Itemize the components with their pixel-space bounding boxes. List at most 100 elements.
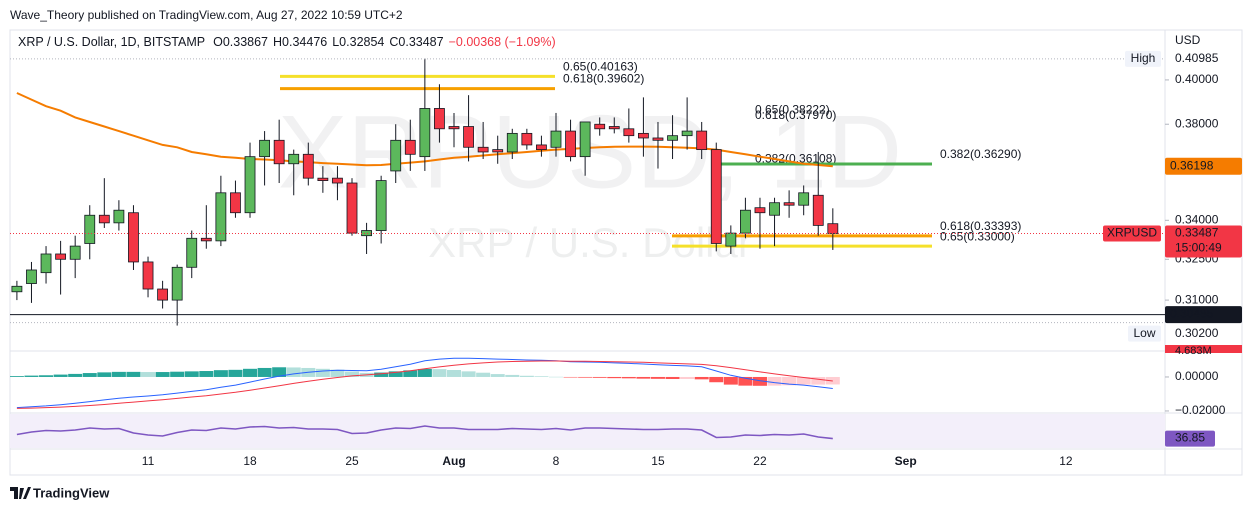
macd-histogram-bar [345,371,360,377]
macd-histogram-bar [578,376,593,378]
symbol-label-text: XRPUSD [1107,226,1157,240]
candle-body [26,269,37,284]
volume-label: 4.683M [1175,345,1212,357]
macd-histogram-bar [519,375,534,377]
macd-histogram-bar [680,376,695,380]
candle-body [696,130,708,151]
brand-name: TradingView [33,485,110,500]
candle-body [200,237,212,242]
rsi-value: 36.85 [1175,431,1205,445]
candle-body [594,123,606,130]
macd-histogram-bar [621,376,636,379]
plot-area: 111825Aug81522Sep1210.65(0.40163)0.618(0… [10,58,1165,468]
macd-tick-label: 0.00000 [1175,369,1219,383]
macd-histogram-bar [39,375,54,377]
macd-histogram-bar [68,373,83,377]
macd-histogram-bar [665,376,680,380]
candle-body [317,177,329,181]
macd-histogram-bar [184,371,199,377]
macd-histogram-bar [417,368,432,377]
candle-body [725,232,737,247]
macd-histogram-bar [607,376,622,379]
macd-histogram-bar [432,369,447,377]
macd-histogram-bar [53,374,68,377]
publisher: Wave_Theory published on TradingView.com… [10,8,403,22]
volume-box [1165,345,1242,353]
candle-body [375,180,387,231]
macd-histogram-bar [82,373,97,377]
high-value: 0.40985 [1175,51,1219,65]
candle-body [798,192,810,206]
candle-body [434,108,445,130]
candle-body [638,132,649,139]
macd-histogram-bar [111,371,126,377]
y-tick-label: 0.31000 [1175,292,1219,306]
macd-histogram-bar [476,372,491,377]
candle-body [186,237,198,268]
candle-body [302,153,314,179]
fib-label: 0.65(0.33000) [940,229,1015,243]
candle-body [536,144,547,151]
candle-body [477,146,489,153]
candle-body [769,202,780,216]
fib-label: 0.618(0.37970) [755,108,836,122]
macd-histogram-bar [548,376,563,378]
candle-body [754,207,766,214]
macd-histogram-bar [97,372,112,377]
macd-tick-label: −0.02000 [1175,403,1226,417]
x-tick-label: 25 [345,454,359,468]
legend-title: XRP / U.S. Dollar, 1D, BITSTAMP [18,35,205,49]
candle-body [710,149,722,244]
candle-body [550,130,562,148]
legend-change: −0.00368 (−1.09%) [449,35,556,49]
candle-body [157,288,169,301]
candle-body [288,153,300,165]
last-price-value: 0.33487 [1175,226,1219,240]
macd-histogram-bar [811,376,826,385]
fib-label: 0.382(0.36290) [940,147,1021,161]
candle-body [506,132,518,153]
macd-histogram-bar [286,367,301,377]
macd-histogram-bar [243,368,258,377]
candle-body [652,137,664,141]
candle-body [84,214,96,244]
candle-body [332,177,343,184]
macd-line [16,357,833,409]
candle-body [521,132,533,146]
candle-body [171,266,183,301]
candle-body [419,108,431,158]
fib-label: 0.65(0.38222) [755,102,830,116]
macd-histogram-bar [388,371,403,377]
legend: XRP / U.S. Dollar, 1D, BITSTAMP O0.33867 H… [18,35,556,49]
x-tick-label: 18 [243,454,257,468]
watermark-subtitle: XRP / U.S. Dollar [428,219,752,266]
candle-body [783,202,795,206]
macd-histogram-bar [592,376,607,378]
y-tick-label: 0.34000 [1175,212,1219,226]
macd-histogram-bar [723,376,738,385]
rsi-value-box [1165,430,1215,447]
fib-label: 0.65(0.40163) [563,60,638,74]
macd-histogram-bar [767,376,782,386]
low-label-box [1128,325,1161,342]
candle-body [346,182,358,234]
macd-histogram-bar [738,376,753,386]
candle-body [244,156,256,214]
x-tick-label: 11 [142,454,155,468]
candle-body [579,121,591,158]
candle-body [69,245,81,260]
candle-body [404,139,416,155]
high-label-text: High [1131,51,1156,65]
x-tick-label: 15 [651,454,665,468]
candle-body [681,130,693,137]
rsi-line [16,425,833,440]
macd-histogram-bar [505,374,520,377]
macd-histogram-bar [782,376,797,386]
x-tick-label: Sep [895,454,917,468]
macd-histogram-bar [752,376,767,386]
macd-histogram-bar [315,368,330,377]
macd-histogram-bar [10,376,24,377]
candle-body [40,253,52,274]
ma-value-box [1165,157,1242,175]
